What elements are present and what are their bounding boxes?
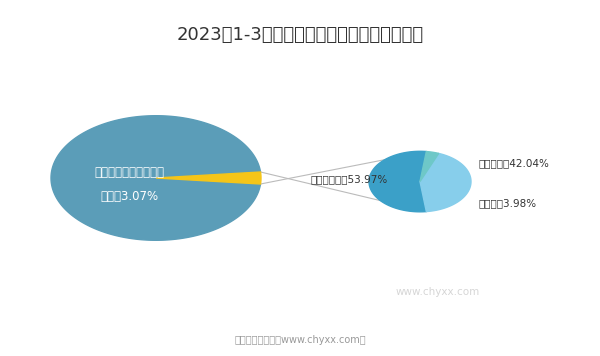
Text: 巡游出租汽车53.97%: 巡游出租汽车53.97% (311, 174, 388, 184)
Polygon shape (156, 172, 261, 184)
Text: 轨道交通3.98%: 轨道交通3.98% (479, 198, 537, 208)
Polygon shape (369, 151, 427, 212)
Text: 比重为3.07%: 比重为3.07% (101, 189, 159, 203)
Polygon shape (420, 152, 439, 182)
Text: 2023年1-3月贵州省累计客运总量分类统计图: 2023年1-3月贵州省累计客运总量分类统计图 (176, 26, 424, 44)
Text: www.chyxx.com: www.chyxx.com (396, 287, 480, 297)
Polygon shape (420, 153, 471, 211)
Text: 制图：智研咨询（www.chyxx.com）: 制图：智研咨询（www.chyxx.com） (234, 335, 366, 345)
Text: 贵州省客运总量占全国: 贵州省客运总量占全国 (95, 167, 165, 179)
Polygon shape (51, 116, 260, 240)
Text: 公共汽电车42.04%: 公共汽电车42.04% (479, 158, 550, 168)
